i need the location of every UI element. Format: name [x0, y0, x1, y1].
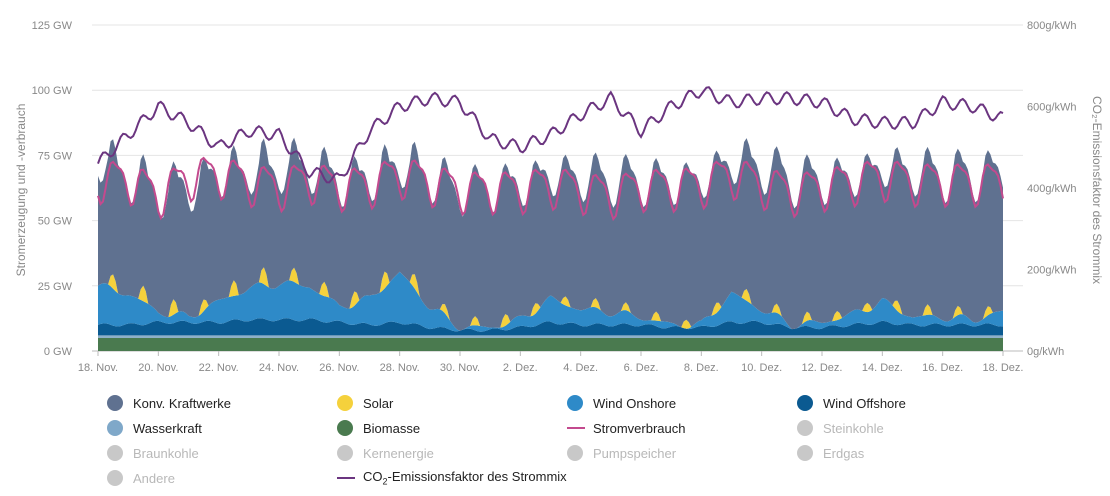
x-tick-label: 6. Dez. — [624, 362, 659, 374]
legend-item-1[interactable]: Konv. Kraftwerke — [107, 393, 231, 413]
x-tick-label: 26. Nov. — [319, 362, 359, 374]
y-left-tick-label: 75 GW — [38, 150, 73, 162]
x-tick-label: 22. Nov. — [199, 362, 239, 374]
legend-item-4[interactable]: Wind Offshore — [797, 393, 906, 413]
x-tick-label: 4. Dez. — [563, 362, 598, 374]
area-wasserkraft — [98, 335, 1003, 338]
y-left-tick-label: 50 GW — [38, 216, 73, 228]
y-right-tick-label: 800g/kWh — [1027, 20, 1077, 32]
series-lines — [97, 86, 1004, 222]
legend-dot-marker — [337, 420, 353, 436]
legend-item-3[interactable]: Wind Onshore — [567, 393, 676, 413]
legend-dot-marker — [797, 420, 813, 436]
legend-label: Wind Onshore — [593, 395, 677, 411]
stacked-areas — [98, 137, 1003, 351]
legend-dot-marker — [337, 395, 353, 411]
legend-dot-marker — [337, 445, 353, 461]
x-tick-label: 18. Nov. — [78, 362, 118, 374]
y-axis-left-title: Stromerzeugung und -verbrauch — [14, 104, 28, 277]
legend-dot-marker — [107, 445, 123, 461]
line-stromverbrauch — [97, 156, 1004, 222]
legend-label: Pumpspeicher — [593, 445, 677, 461]
area-solar — [98, 267, 1003, 331]
area-biomasse — [98, 338, 1003, 351]
y-left-tick-label: 0 GW — [44, 346, 73, 358]
y-left-tick-label: 125 GW — [32, 20, 73, 32]
legend-dot-marker — [797, 395, 813, 411]
legend-dot-marker — [107, 470, 123, 486]
legend-item-13[interactable]: Andere — [107, 468, 175, 488]
legend-label: Wasserkraft — [133, 420, 202, 436]
legend-label: Solar — [363, 395, 394, 411]
legend-dot-marker — [567, 395, 583, 411]
y-left-tick-label: 100 GW — [32, 85, 73, 97]
legend-item-14[interactable]: CO2-Emissionsfaktor des Strommix — [337, 468, 567, 488]
y-axis-left: 0 GW 25 GW 50 GW 75 GW 100 GW 125 GW — [32, 20, 73, 358]
y-axis-right: 0g/kWh 200g/kWh 400g/kWh 600g/kWh 800g/kWh — [1027, 20, 1077, 358]
line-co2-emissionsfaktor — [97, 86, 1004, 184]
legend-dot-marker — [107, 395, 123, 411]
legend-label: Biomasse — [363, 420, 421, 436]
y-right-tick-label: 400g/kWh — [1027, 183, 1077, 195]
x-tick-label: 14. Dez. — [862, 362, 903, 374]
legend-label: Stromverbrauch — [593, 420, 686, 436]
x-tick-label: 28. Nov. — [380, 362, 420, 374]
legend-label: CO2-Emissionsfaktor des Strommix — [363, 469, 567, 487]
legend-label: Konv. Kraftwerke — [133, 395, 232, 411]
legend-item-2[interactable]: Solar — [337, 393, 393, 413]
y-right-tick-label: 200g/kWh — [1027, 265, 1077, 277]
x-tick-label: 10. Dez. — [741, 362, 782, 374]
y-right-tick-label: 0g/kWh — [1027, 346, 1064, 358]
legend-line-marker — [337, 477, 355, 479]
x-tick-label: 2. Dez. — [503, 362, 538, 374]
legend-item-5[interactable]: Wasserkraft — [107, 418, 202, 438]
x-tick-label: 30. Nov. — [440, 362, 480, 374]
legend-label: Steinkohle — [823, 420, 884, 436]
legend-label: Braunkohle — [133, 445, 199, 461]
legend-item-12[interactable]: Erdgas — [797, 443, 864, 463]
legend-label: Kernenergie — [363, 445, 434, 461]
x-tick-label: 18. Dez. — [983, 362, 1024, 374]
x-axis: 18. Nov. 20. Nov. 22. Nov. 24. Nov. 26. Nov.… — [78, 351, 1024, 374]
legend-label: Wind Offshore — [823, 395, 906, 411]
legend-item-6[interactable]: Biomasse — [337, 418, 420, 438]
legend-dot-marker — [797, 445, 813, 461]
y-left-tick-label: 25 GW — [38, 281, 73, 293]
legend-label: Andere — [133, 470, 175, 486]
legend-dot-marker — [107, 420, 123, 436]
x-tick-label: 8. Dez. — [684, 362, 719, 374]
legend-label: Erdgas — [823, 445, 865, 461]
chart-legend: Konv. Kraftwerke Solar Wind Onshore Wind Of… — [0, 384, 1110, 496]
legend-item-9[interactable]: Braunkohle — [107, 443, 199, 463]
y-right-tick-label: 600g/kWh — [1027, 102, 1077, 114]
x-tick-label: 16. Dez. — [922, 362, 963, 374]
y-axis-right-title: CO₂-Emissionsfaktor des Strommix — [1090, 96, 1104, 284]
x-tick-label: 24. Nov. — [259, 362, 299, 374]
legend-item-10[interactable]: Kernenergie — [337, 443, 434, 463]
legend-item-7[interactable]: Stromverbrauch — [567, 418, 685, 438]
legend-item-11[interactable]: Pumpspeicher — [567, 443, 676, 463]
x-tick-label: 20. Nov. — [138, 362, 178, 374]
legend-item-8[interactable]: Steinkohle — [797, 418, 884, 438]
energy-chart: 18. Nov. 20. Nov. 22. Nov. 24. Nov. 26. Nov.… — [14, 20, 1104, 374]
area-wind-onshore — [98, 271, 1003, 332]
legend-line-marker — [567, 427, 585, 429]
x-tick-label: 12. Dez. — [802, 362, 843, 374]
area-konv-kraftwerke — [98, 137, 1003, 331]
area-wind-offshore — [98, 318, 1003, 336]
legend-dot-marker — [567, 445, 583, 461]
